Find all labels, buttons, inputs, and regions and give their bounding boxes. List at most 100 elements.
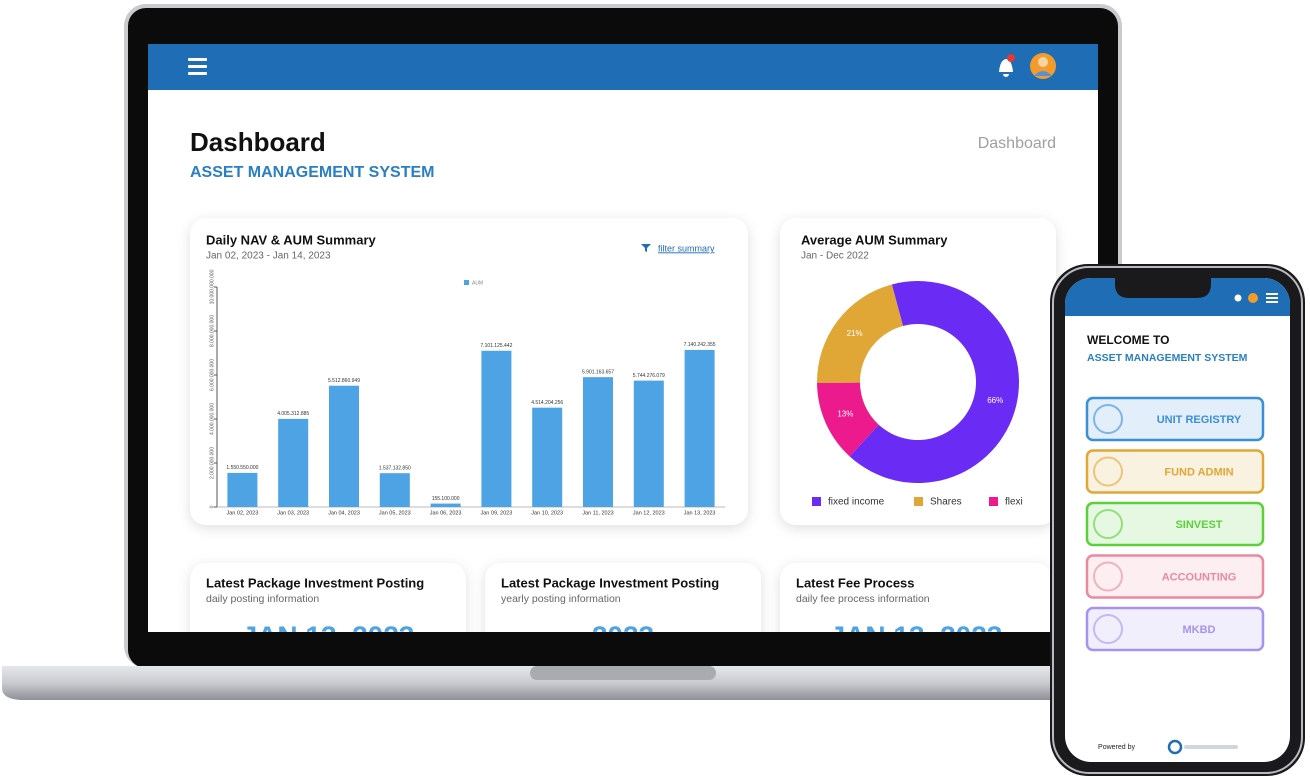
legend-label: Shares [930,497,962,508]
legend-label: AUM [472,280,483,286]
phone-bell[interactable] [1234,294,1242,302]
legend-swatch [464,280,469,285]
card-subtitle: daily fee process information [796,593,930,605]
summary-card [190,563,466,632]
menu-icon [1093,614,1123,644]
bar [329,385,359,507]
x-tick-label: Jan 13, 2023 [684,510,716,516]
y-tick-label: 2.000.000.000 [209,447,215,479]
card-subtitle: daily posting information [206,593,319,605]
card-title: Latest Package Investment Posting [501,575,719,590]
bar [583,377,613,507]
menu-icon[interactable] [188,58,207,75]
filter-icon[interactable] [641,244,651,252]
bar-value-label: 5.744.276.079 [633,373,665,379]
card-title: Latest Package Investment Posting [206,575,424,590]
menu-icon [1093,509,1123,539]
legend-swatch [812,497,821,506]
phone-rim [1052,266,1303,774]
bar [379,473,410,507]
footer-logo-text [1184,745,1238,749]
slice-label: 21% [847,329,863,338]
phone-menu: UNIT REGISTRY FUND ADMIN SINVEST ACCOUNTING… [1085,396,1265,652]
bar [684,349,715,507]
summary-card [485,563,761,632]
card-title: Latest Fee Process [796,575,915,590]
bar-value-label: 7.140.242.355 [684,342,716,348]
legend-label: flexi [1005,497,1023,508]
bar-chart: 0 2.000.000.000 4.000.000.000 6.000.000.000… [209,269,725,516]
bar [227,472,258,507]
y-tick-label: 4.000.000.000 [209,403,215,435]
bar-value-label: 4.514.204.256 [531,400,563,406]
card-title: Average AUM Summary [801,232,948,247]
phone-screen: WELCOME TO ASSET MANAGEMENT SYSTEM UNIT … [1065,278,1290,762]
menu-button[interactable] [1085,501,1265,547]
bar-value-label: 4.005.312.885 [277,411,309,417]
donut-slice [817,284,903,384]
top-bar [148,44,1098,90]
donut-slice [817,382,879,457]
card-title: Daily NAV & AUM Summary [206,232,377,247]
menu-label[interactable]: ACCOUNTING [1162,571,1237,583]
bar-value-label: 1.537.132.850 [379,466,411,472]
x-tick-label: Jan 12, 2023 [633,510,665,516]
bar [430,503,461,507]
donut-slice [849,281,1019,484]
menu-icon [1093,404,1123,434]
phone-avatar[interactable] [1248,293,1258,303]
card-subtitle: Jan - Dec 2022 [801,251,869,262]
menu-button[interactable] [1085,396,1265,442]
menu-icon [1093,456,1123,487]
bar-value-label: 7.101.125.442 [480,343,512,349]
x-tick-label: Jan 02, 2023 [226,510,258,516]
slice-label: 66% [987,396,1003,405]
legend-label: fixed income [828,497,885,508]
y-tick-label: 8.000.000.000 [209,315,215,347]
phone-title: ASSET MANAGEMENT SYSTEM [1087,352,1248,364]
phone-menu-icon[interactable] [1266,293,1278,303]
bar-value-label: 5.512.860.949 [328,378,360,384]
menu-icon [1093,561,1123,592]
summary-cards: Latest Package Investment Posting daily p… [190,563,1052,651]
breadcrumb[interactable]: Dashboard [978,135,1056,152]
card-subtitle: yearly posting information [501,593,621,605]
bar-value-label: 1.550.550.000 [226,465,258,471]
menu-label[interactable]: UNIT REGISTRY [1157,414,1242,426]
x-tick-label: Jan 06, 2023 [430,510,462,516]
laptop-base [2,666,1132,700]
legend-swatch [914,497,923,506]
card-subtitle: Jan 02, 2023 - Jan 14, 2023 [206,251,331,262]
card-value: 2023 [592,620,654,651]
welcome: WELCOME TO [1087,333,1169,347]
page-subtitle: ASSET MANAGEMENT SYSTEM [190,164,434,181]
nav-card [190,218,748,525]
card-value: JAN 13, 2023 [242,620,415,651]
notification-dot [1007,54,1015,62]
avatar-body [1034,71,1052,76]
bar [481,350,512,507]
laptop-screen: Dashboard ASSET MANAGEMENT SYSTEM Dashbo… [148,44,1098,651]
phone-notch [1115,278,1211,298]
menu-label[interactable]: MKBD [1183,624,1216,636]
laptop-notch [530,666,716,680]
card-value: JAN 13, 2023 [830,620,1003,651]
bar [633,380,664,507]
menu-button[interactable] [1085,449,1265,494]
slice-label: 13% [837,409,853,418]
menu-button[interactable] [1085,606,1265,652]
menu-label[interactable]: FUND ADMIN [1164,466,1233,478]
menu-button[interactable] [1085,554,1265,599]
menu-label[interactable]: SINVEST [1175,519,1222,531]
filter-link[interactable]: filter summary [658,243,715,253]
bar [532,407,563,507]
legend-swatch [989,497,998,506]
y-tick-label: 6.000.000.000 [209,359,215,391]
phone-bg [1065,278,1290,762]
bar-value-label: 5.901.163.657 [582,370,614,376]
summary-card [780,563,1052,632]
bell-icon[interactable] [999,59,1013,77]
y-tick-label: 10.000.000.000 [209,269,215,304]
